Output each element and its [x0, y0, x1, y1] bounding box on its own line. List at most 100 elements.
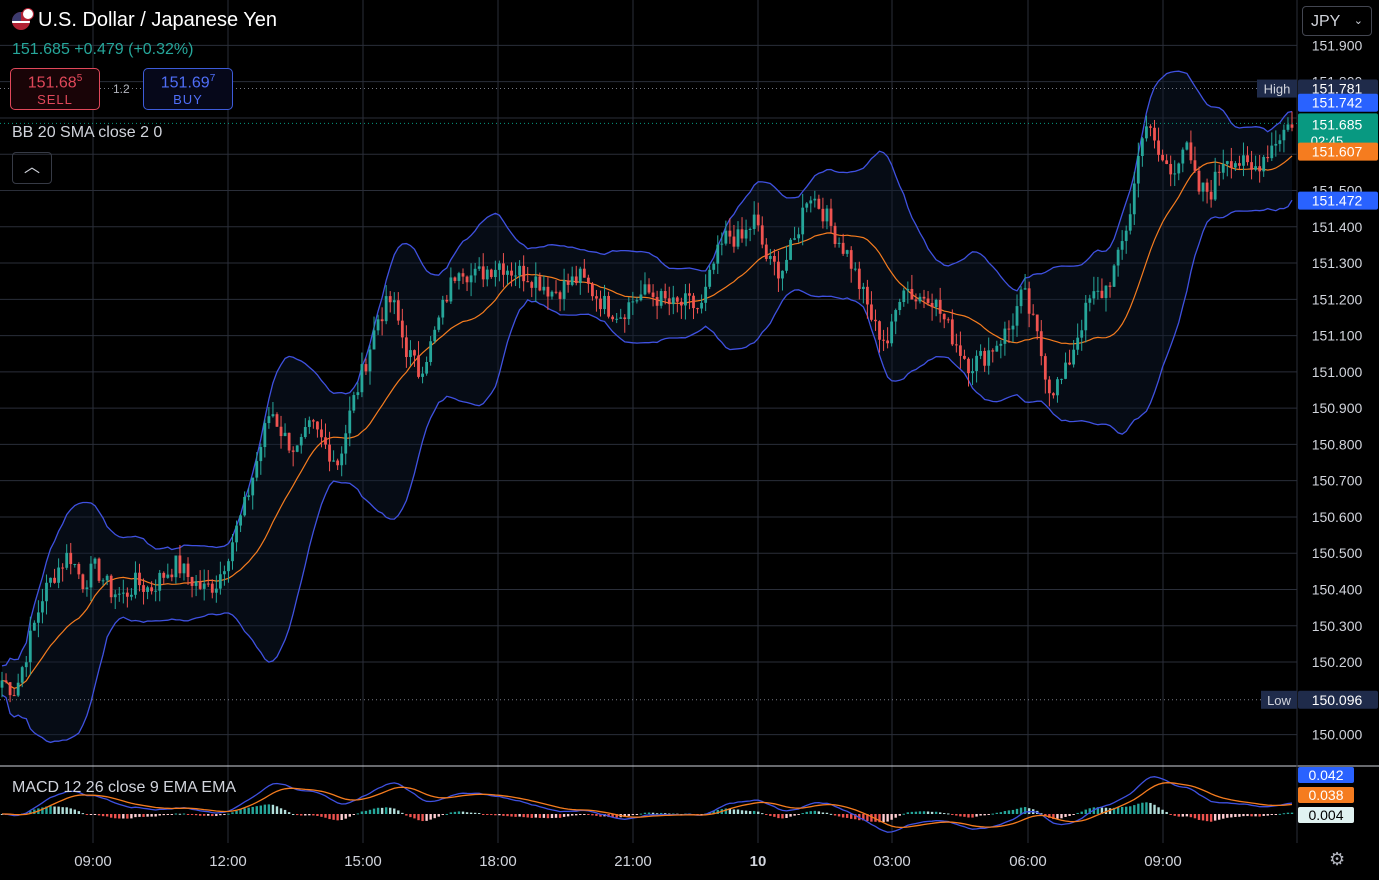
- high-label-bg: [1257, 79, 1297, 98]
- candle-body: [1060, 378, 1063, 380]
- bb-indicator-label[interactable]: BB 20 SMA close 2 0: [12, 124, 163, 141]
- x-tick-label: 09:00: [74, 853, 112, 870]
- price-change: 151.685 +0.479 (+0.32%): [12, 41, 194, 58]
- macd-hist-bar: [1129, 806, 1132, 814]
- macd-hist-bar: [433, 814, 436, 819]
- sell-price-pip: 5: [76, 73, 83, 84]
- macd-hist-bar: [987, 814, 990, 815]
- symbol-title: U.S. Dollar / Japanese Yen: [12, 7, 278, 32]
- candle-body: [291, 450, 295, 452]
- candle-body: [162, 572, 166, 578]
- macd-hist-bar: [595, 814, 598, 816]
- candle-body: [453, 277, 457, 281]
- macd-hist-bar: [1116, 807, 1120, 814]
- candle-body: [1173, 173, 1177, 175]
- candle-body: [1068, 362, 1071, 365]
- macd-hist-bar: [267, 804, 271, 814]
- macd-hist-bar: [558, 814, 562, 818]
- x-tick-label: 12:00: [209, 853, 247, 870]
- candle-body: [651, 292, 655, 298]
- macd-hist-bar: [575, 814, 578, 816]
- candle-body: [639, 294, 643, 301]
- buy-price: 151.69: [160, 74, 210, 92]
- candle-body: [24, 662, 28, 668]
- macd-hist-bar: [906, 812, 910, 814]
- candle-body: [550, 291, 554, 297]
- candle-body: [659, 291, 663, 306]
- signal-line: [2, 782, 1293, 829]
- macd-hist-bar: [951, 814, 954, 815]
- high-value-tag-bg: [1298, 79, 1378, 98]
- macd-hist-bar: [761, 813, 764, 815]
- candle-body: [1193, 160, 1197, 171]
- candle-body: [1145, 126, 1148, 139]
- candle-body: [287, 432, 291, 451]
- macd-hist-bar: [1157, 807, 1160, 814]
- settings-icon[interactable]: ⚙: [1329, 849, 1346, 869]
- candle-body: [675, 297, 679, 302]
- low-value-tag-bg: [1298, 690, 1378, 709]
- candle-body: [599, 298, 602, 310]
- candle-body: [603, 295, 606, 310]
- candle-body: [1149, 126, 1152, 128]
- last-price-tag-text: 151.685: [1312, 116, 1363, 132]
- macd-hist-bar: [854, 814, 857, 820]
- candle-body: [239, 515, 242, 526]
- candle-body: [231, 542, 234, 562]
- candle-body: [679, 301, 683, 306]
- macd-hist-bar: [279, 808, 283, 814]
- candle-body: [874, 319, 877, 322]
- currency-select[interactable]: JPY ⌄: [1302, 6, 1372, 36]
- macd-hist-bar: [118, 814, 121, 819]
- candle-body: [809, 200, 813, 204]
- candle-body: [243, 496, 247, 516]
- macd-hist-bar: [1189, 814, 1193, 818]
- symbol-name: U.S. Dollar / Japanese Yen: [38, 9, 278, 31]
- candle-body: [1282, 129, 1286, 141]
- macd-hist-bar: [1262, 814, 1265, 816]
- bb-upper-tag: 151.742: [1298, 93, 1378, 112]
- candle-body: [263, 423, 267, 448]
- macd-hist-bar: [716, 809, 719, 814]
- macd-hist-bar: [1096, 807, 1100, 814]
- buy-button[interactable]: 151.697 BUY: [143, 68, 233, 110]
- macd-hist-bar: [866, 814, 869, 821]
- sell-button[interactable]: 151.685 SELL: [10, 68, 100, 110]
- candle-body: [700, 302, 703, 309]
- x-tick-label: 09:00: [1144, 853, 1182, 870]
- candle-body: [797, 234, 801, 239]
- candle-body: [926, 298, 930, 303]
- candle-body: [360, 364, 364, 393]
- collapse-button[interactable]: ︿: [12, 152, 52, 184]
- low-label-bg: [1261, 690, 1297, 709]
- candle-body: [785, 259, 788, 271]
- macd-hist-bar: [1165, 811, 1168, 814]
- candle-body: [1120, 241, 1124, 250]
- macd-hist-bar: [109, 814, 113, 818]
- candle-body: [991, 350, 995, 352]
- candle-body: [1096, 290, 1100, 292]
- macd-hist-bar: [304, 814, 307, 816]
- macd-hist-bar: [744, 810, 748, 814]
- candle-body: [1072, 349, 1076, 365]
- candle-body: [190, 576, 194, 586]
- macd-hist-bar: [999, 812, 1003, 814]
- candle-body: [704, 286, 708, 303]
- macd-hist-bar: [542, 814, 546, 818]
- candle-body: [813, 198, 817, 201]
- candle-body: [275, 414, 279, 427]
- candle-body: [817, 198, 821, 209]
- macd-hist-bar: [449, 812, 453, 814]
- candle-body: [1262, 156, 1266, 172]
- macd-hist-bar: [166, 814, 169, 815]
- candle-body: [987, 350, 991, 366]
- spread-value: 1.2: [113, 82, 130, 96]
- macd-indicator-label[interactable]: MACD 12 26 close 9 EMA EMA: [12, 779, 237, 796]
- macd-hist-bar: [769, 814, 772, 816]
- candle-body: [1242, 155, 1245, 166]
- y-tick-label: 151.400: [1312, 219, 1363, 235]
- macd-hist-bar: [1266, 814, 1269, 816]
- candle-body: [930, 302, 934, 308]
- candle-body: [845, 250, 849, 254]
